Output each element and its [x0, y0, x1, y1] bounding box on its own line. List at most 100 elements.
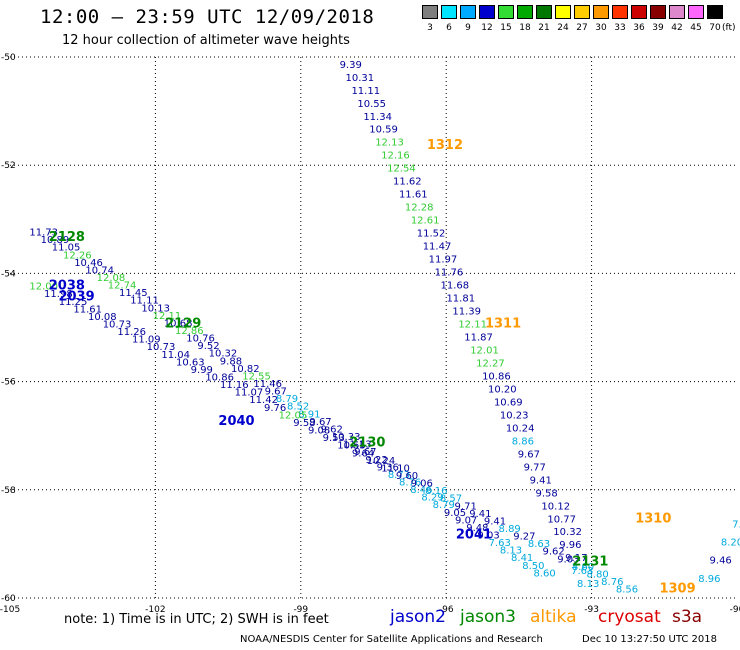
wave-height-value: 8.60 [572, 562, 594, 573]
wave-height-value: 7.63 [489, 538, 511, 549]
axis-ticks: -105 -102 -99 -96 -93 -90 -50 -52 -54 -56 -58 -60 [0, 53, 740, 615]
pass-number-label: 2040 [218, 414, 254, 429]
scale-label: 24 [557, 23, 569, 33]
wave-height-value: 11.09 [132, 335, 161, 346]
wave-height-value: 8.96 [698, 574, 720, 585]
scale-swatch [574, 5, 590, 19]
wave-height-value: 8.60 [533, 568, 555, 579]
wave-height-value: 10.77 [547, 514, 576, 525]
wave-height-value: 10.12 [541, 501, 570, 512]
pass-number-label: 2128 [49, 230, 85, 245]
wave-height-value: 8.29 [421, 493, 443, 504]
wave-height-value: 10.86 [482, 371, 511, 382]
wave-height-value: 10.24 [367, 456, 396, 467]
wave-height-value: 9.60 [396, 471, 418, 482]
scale-label: 3 [427, 23, 433, 33]
scale-swatch [650, 5, 666, 19]
wave-height-value: 12.61 [411, 216, 440, 227]
pass-number-label: 2038 [49, 279, 85, 294]
wave-height-value: 11.07 [235, 388, 264, 399]
scale-swatch [498, 5, 514, 19]
wave-height-value: 12.11 [153, 311, 182, 322]
scale-label: 6 [446, 23, 452, 33]
wave-height-value: 12.74 [108, 281, 137, 292]
wave-height-value: 9.67 [354, 447, 376, 458]
scale-label: 30 [595, 23, 607, 33]
wave-height-value: 9.53 [323, 433, 345, 444]
wave-height-value: 11.73 [29, 228, 58, 239]
wave-height-value: 11.26 [117, 327, 146, 338]
wave-height-value: 12.16 [381, 151, 410, 162]
wave-height-value: 9.99 [191, 365, 213, 376]
scale-label: 33 [614, 23, 626, 33]
wave-height-value: 8.79 [433, 500, 455, 511]
wave-height-value: 10.74 [85, 265, 114, 276]
wave-height-value: 9.77 [524, 462, 546, 473]
scale-swatch [441, 5, 457, 19]
wave-height-value: 12.55 [242, 371, 271, 382]
wave-height-value: 9.08 [308, 426, 330, 437]
wave-height-value: 11.98 [44, 289, 73, 300]
wave-height-value: 9.46 [710, 556, 732, 567]
wave-height-value: 8.63 [528, 539, 550, 550]
pass-number-label: 2131 [572, 555, 608, 570]
wave-height-value: 9.03 [477, 530, 499, 541]
wave-height-value: 9.36 [377, 462, 399, 473]
scale-swatch [631, 5, 647, 19]
wave-height-value: 11.11 [351, 86, 380, 97]
wave-height-value: 9.39 [340, 60, 362, 71]
wave-height-value: 10.24 [506, 423, 535, 434]
track-values: 9.3910.3111.1110.5511.3410.5912.1312.161… [29, 60, 740, 596]
wave-height-value: 9.41 [469, 509, 491, 520]
wave-height-value: 9.58 [293, 418, 315, 429]
legend-jason2: jason2 [390, 607, 446, 627]
scale-swatch [707, 5, 723, 19]
y-tick-label: -56 [1, 378, 16, 388]
wave-height-value: 11.97 [429, 255, 458, 266]
x-tick-label: -99 [293, 605, 308, 615]
wave-height-value: 8.46 [410, 485, 432, 496]
wave-height-value: 10.55 [337, 441, 366, 452]
wave-height-value: 8.56 [616, 585, 638, 596]
wave-height-value: 11.87 [464, 332, 493, 343]
pass-number-label: 1311 [485, 317, 521, 332]
wave-height-value: 8.76 [601, 577, 623, 588]
wave-height-value: 12.05 [279, 410, 308, 421]
wave-height-value: 11.34 [363, 112, 392, 123]
wave-height-value: 9.41 [484, 516, 506, 527]
legend-altika: altika [530, 607, 577, 627]
scale-label: 12 [481, 23, 493, 33]
y-tick-label: -52 [1, 161, 16, 171]
wave-height-value: 10.73 [147, 342, 176, 353]
wave-height-value: 7.63 [571, 566, 593, 577]
y-tick-label: -58 [1, 486, 16, 496]
pass-number-label: 2039 [58, 289, 94, 304]
scale-swatch [593, 5, 609, 19]
wave-height-value: 11.13 [343, 440, 372, 451]
wave-height-value: 11.81 [446, 294, 475, 305]
x-tick-label: -105 [0, 605, 20, 615]
x-tick-label: -102 [145, 605, 165, 615]
wave-height-value: 12.01 [470, 345, 499, 356]
wave-height-value: 10.55 [357, 99, 386, 110]
wave-height-value: 11.05 [52, 243, 81, 254]
wave-height-value: 8.52 [287, 402, 309, 413]
pass-number-label: 1312 [427, 138, 463, 153]
wave-height-value: 12.11 [458, 320, 487, 331]
wave-height-value: 12.28 [405, 203, 434, 214]
wave-height-value: 11.52 [417, 229, 446, 240]
legend-jason3: jason3 [460, 607, 516, 627]
chart-title: 12:00 — 23:59 UTC 12/09/2018 [40, 6, 375, 28]
wave-height-value: 9.27 [513, 532, 535, 543]
scale-label: 27 [576, 23, 588, 33]
wave-height-value: 8.13 [577, 579, 599, 590]
scale-label: 70 [709, 23, 721, 33]
wave-height-value: 11.39 [452, 307, 481, 318]
wave-height-value: 10.31 [346, 73, 375, 84]
wave-height-value: 8.73 [388, 470, 410, 481]
wave-height-value: 10.76 [186, 334, 215, 345]
wave-height-value: 10.73 [103, 320, 132, 331]
wave-height-value: 9.62 [321, 424, 343, 435]
wave-height-value: 11.76 [435, 268, 464, 279]
wave-height-value: 11.46 [253, 379, 282, 390]
